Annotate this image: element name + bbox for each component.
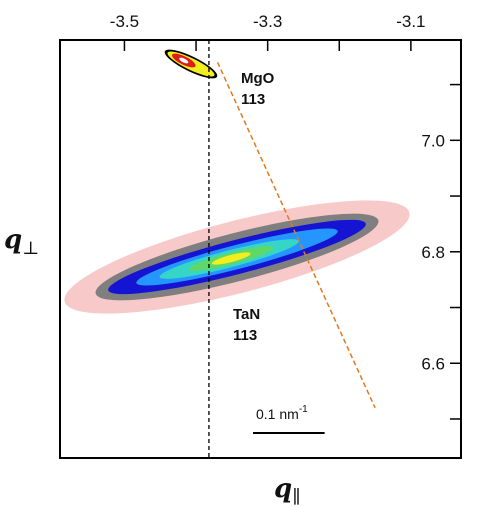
y-tick-label: 7.0 — [421, 131, 445, 150]
scale-bar-label: 0.1 nm-1 — [256, 404, 308, 422]
x-tick-label: -3.3 — [253, 12, 282, 31]
mgo-label-index: 113 — [241, 91, 265, 108]
x-axis-ticks: -3.5 -3.3 -3.1 — [110, 12, 426, 51]
x-axis-label: q∥ — [274, 474, 301, 508]
x-tick-label: -3.1 — [396, 12, 425, 31]
tan-label-index: 113 — [233, 327, 257, 344]
tan-label-name: TaN — [233, 306, 260, 323]
mgo-label-name: MgO — [241, 70, 275, 87]
y-axis-ticks: 7.0 6.8 6.6 — [421, 83, 461, 420]
contour-level-7 — [211, 252, 251, 265]
y-tick-label: 6.8 — [421, 243, 445, 262]
plot-frame — [59, 39, 462, 459]
mgo-peak-contours — [164, 49, 218, 79]
x-tick-label: -3.5 — [110, 12, 139, 31]
y-axis-label: q⊥ — [4, 225, 39, 259]
y-tick-label: 6.6 — [421, 354, 445, 373]
relaxation-dashed-line — [216, 61, 376, 409]
mgo-contour-core — [179, 57, 189, 64]
tan-peak-contours — [64, 200, 410, 314]
